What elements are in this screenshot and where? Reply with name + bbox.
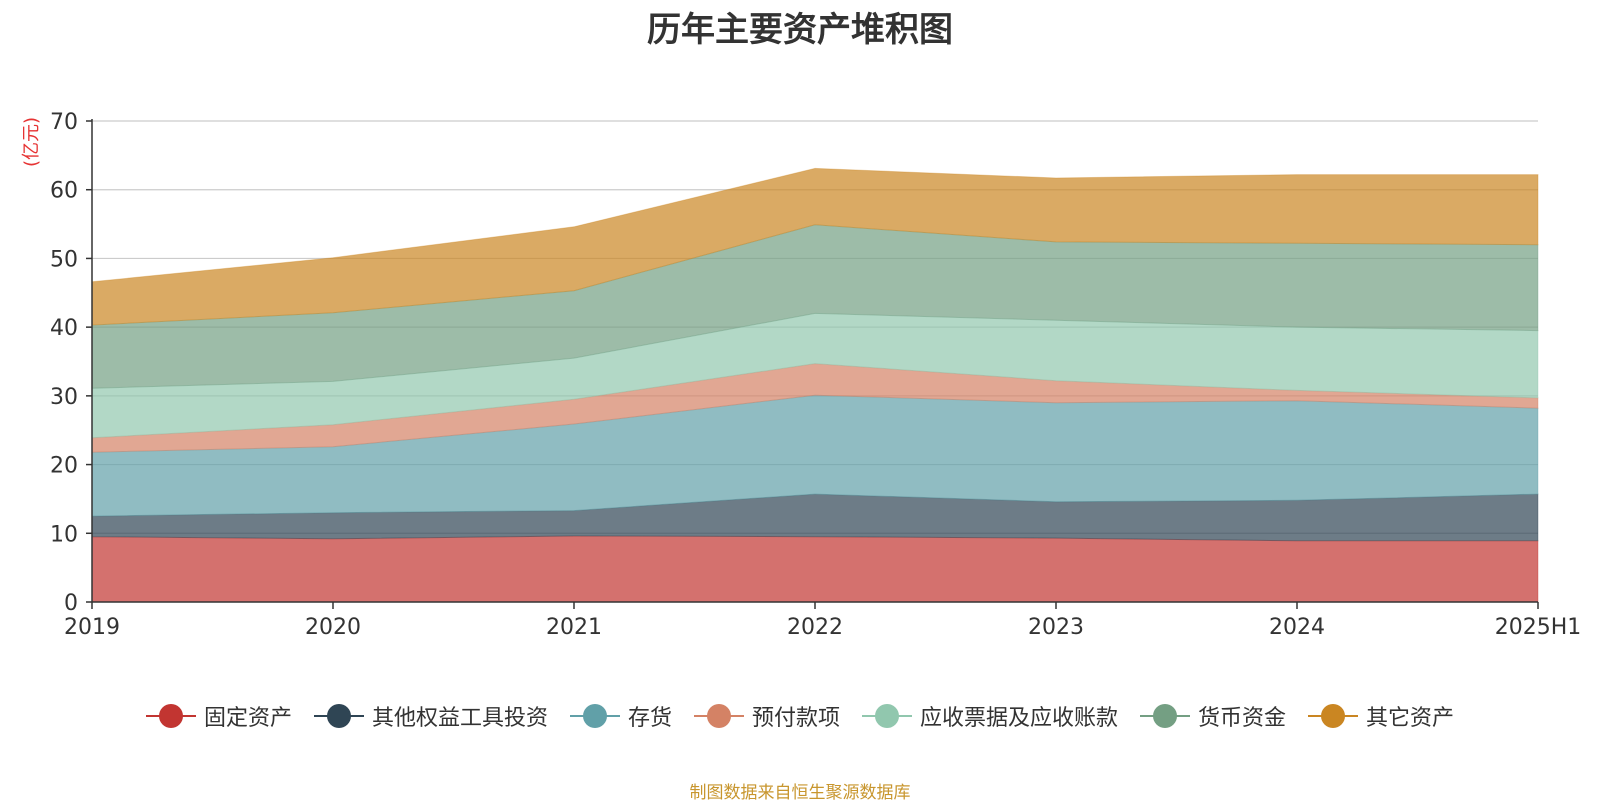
legend-label: 其他权益工具投资 xyxy=(371,706,548,731)
legend-item-4[interactable]: 应收票据及应收账款 xyxy=(862,700,1118,732)
legend-item-1[interactable]: 其他权益工具投资 xyxy=(313,700,548,732)
legend-label: 固定资产 xyxy=(203,706,292,731)
legend-item-6[interactable]: 其它资产 xyxy=(1308,700,1454,732)
x-tick-label: 2022 xyxy=(787,615,843,640)
legend-label: 其它资产 xyxy=(1366,706,1455,731)
axes: 0 10 20 30 40 50 60 70 2019 2020 2021 2022 2023 2024 2… xyxy=(50,110,1581,640)
x-tick-label: 2020 xyxy=(305,615,361,640)
y-tick-label: 50 xyxy=(50,247,78,272)
area-series-6[interactable] xyxy=(91,167,1539,326)
legend-item-5[interactable]: 货币资金 xyxy=(1140,700,1286,732)
legend-marker-icon xyxy=(1140,703,1191,729)
y-tick-label: 70 xyxy=(50,110,78,135)
source-note: 制图数据来自恒生聚源数据库 xyxy=(689,783,911,803)
x-tick-label: 2021 xyxy=(546,615,602,640)
legend-item-0[interactable]: 固定资产 xyxy=(145,700,292,732)
legend-item-3[interactable]: 预付款项 xyxy=(693,700,840,732)
legend-label: 应收票据及应收账款 xyxy=(920,706,1119,731)
legend-item-2[interactable]: 存货 xyxy=(569,700,672,732)
y-tick-label: 0 xyxy=(64,591,78,616)
legend-marker-icon xyxy=(1308,703,1359,729)
y-tick-label: 60 xyxy=(50,179,78,204)
x-tick-label: 2024 xyxy=(1269,615,1325,640)
x-tick-label: 2019 xyxy=(64,615,120,640)
area-series-4[interactable] xyxy=(91,312,1539,439)
legend: 固定资产 其他权益工具投资 存货 预付款项 应收票据及应收账款 货币资金 其它资产 xyxy=(0,700,1600,732)
y-tick-label: 30 xyxy=(50,385,78,410)
legend-marker-icon xyxy=(569,703,620,729)
legend-label: 存货 xyxy=(627,706,672,731)
area-series xyxy=(91,167,1539,603)
y-tick-label: 40 xyxy=(50,316,78,341)
y-axis-unit-label: (亿元) xyxy=(21,117,42,167)
legend-marker-icon xyxy=(693,703,744,729)
legend-label: 货币资金 xyxy=(1198,706,1287,731)
legend-label: 预付款项 xyxy=(751,706,840,731)
chart-title: 历年主要资产堆积图 xyxy=(647,10,953,50)
legend-marker-icon xyxy=(145,703,196,729)
x-tick-label: 2025H1 xyxy=(1495,615,1582,640)
y-tick-label: 10 xyxy=(50,522,78,547)
area-series-0[interactable] xyxy=(91,535,1539,603)
legend-marker-icon xyxy=(313,703,364,729)
legend-marker-icon xyxy=(862,703,912,729)
x-tick-label: 2023 xyxy=(1028,615,1084,640)
y-tick-label: 20 xyxy=(50,454,78,479)
